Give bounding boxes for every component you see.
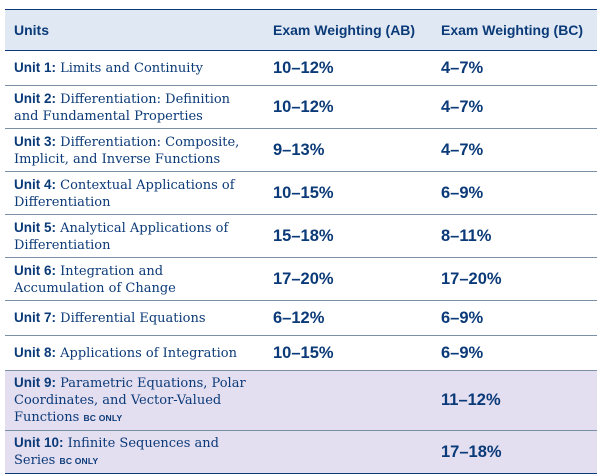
unit-number: Unit 5: — [14, 219, 56, 235]
unit-number: Unit 10: — [14, 435, 64, 450]
unit-cell: Unit 8: Applications of Integration — [5, 335, 263, 371]
bc-weighting: 17–20% — [431, 257, 597, 301]
ab-weighting: 9–13% — [263, 128, 431, 172]
unit-title: Differentiation: Composite, Implicit, an… — [14, 134, 240, 167]
unit-number: Unit 9: — [14, 375, 56, 390]
bc-weighting: 6–9% — [431, 335, 597, 371]
unit-title: Analytical Applications of Differentiati… — [14, 220, 229, 253]
ab-weighting: 10–15% — [263, 171, 431, 215]
unit-title: Integration and Accumulation of Change — [14, 263, 176, 296]
bc-weighting: 17–18% — [431, 430, 597, 474]
unit-title: Differential Equations — [60, 311, 206, 326]
ab-weighting: 17–20% — [263, 257, 431, 301]
unit-title: Limits and Continuity — [60, 61, 204, 76]
exam-weighting-table: Units Exam Weighting (AB) Exam Weighting… — [5, 9, 597, 474]
unit-cell: Unit 9: Parametric Equations, Polar Coor… — [5, 370, 263, 431]
exam-weighting-table-container: Units Exam Weighting (AB) Exam Weighting… — [5, 9, 597, 474]
table-row: Unit 4: Contextual Applications of Diffe… — [5, 171, 597, 215]
bc-only-tag: BC ONLY — [83, 413, 123, 423]
table-row-bc-only: Unit 10: Infinite Sequences and Series B… — [5, 430, 597, 474]
bc-weighting: 4–7% — [431, 128, 597, 172]
table-row: Unit 2: Differentiation: Definition and … — [5, 85, 597, 129]
table-row: Unit 6: Integration and Accumulation of … — [5, 257, 597, 301]
bc-weighting: 6–9% — [431, 171, 597, 215]
bc-weighting: 6–9% — [431, 300, 597, 336]
table-row: Unit 5: Analytical Applications of Diffe… — [5, 214, 597, 258]
header-units: Units — [5, 9, 263, 51]
unit-number: Unit 7: — [14, 310, 56, 325]
unit-cell: Unit 6: Integration and Accumulation of … — [5, 257, 263, 301]
unit-title: Applications of Integration — [60, 346, 237, 361]
unit-cell: Unit 2: Differentiation: Definition and … — [5, 85, 263, 129]
table-row: Unit 1: Limits and Continuity 10–12% 4–7… — [5, 50, 597, 86]
ab-weighting: 10–12% — [263, 50, 431, 86]
ab-weighting: 10–15% — [263, 335, 431, 371]
unit-title: Differentiation: Definition and Fundamen… — [14, 91, 231, 124]
unit-cell: Unit 10: Infinite Sequences and Series B… — [5, 430, 263, 474]
unit-number: Unit 2: — [14, 90, 56, 106]
unit-title: Parametric Equations, Polar Coordinates,… — [14, 376, 246, 425]
unit-number: Unit 1: — [14, 60, 56, 75]
unit-cell: Unit 7: Differential Equations — [5, 300, 263, 336]
bc-only-tag: BC ONLY — [59, 456, 99, 466]
bc-weighting: 4–7% — [431, 85, 597, 129]
unit-cell: Unit 5: Analytical Applications of Diffe… — [5, 214, 263, 258]
ab-weighting: 6–12% — [263, 300, 431, 336]
unit-cell: Unit 3: Differentiation: Composite, Impl… — [5, 128, 263, 172]
unit-number: Unit 6: — [14, 262, 56, 278]
bc-weighting: 11–12% — [431, 370, 597, 431]
bc-weighting: 4–7% — [431, 50, 597, 86]
table-row: Unit 7: Differential Equations 6–12% 6–9… — [5, 300, 597, 336]
unit-number: Unit 3: — [14, 133, 56, 149]
ab-weighting: 15–18% — [263, 214, 431, 258]
header-exam-weighting-ab: Exam Weighting (AB) — [263, 9, 431, 51]
unit-cell: Unit 1: Limits and Continuity — [5, 50, 263, 86]
table-row-bc-only: Unit 9: Parametric Equations, Polar Coor… — [5, 370, 597, 431]
ab-weighting: 10–12% — [263, 85, 431, 129]
unit-cell: Unit 4: Contextual Applications of Diffe… — [5, 171, 263, 215]
header-exam-weighting-bc: Exam Weighting (BC) — [431, 9, 597, 51]
ab-weighting — [263, 430, 431, 474]
bc-weighting: 8–11% — [431, 214, 597, 258]
unit-number: Unit 4: — [14, 176, 56, 192]
table-header-row: Units Exam Weighting (AB) Exam Weighting… — [5, 9, 597, 51]
table-row: Unit 3: Differentiation: Composite, Impl… — [5, 128, 597, 172]
unit-title: Contextual Applications of Differentiati… — [14, 177, 235, 210]
table-row: Unit 8: Applications of Integration 10–1… — [5, 335, 597, 371]
unit-number: Unit 8: — [14, 345, 56, 360]
ab-weighting — [263, 370, 431, 431]
